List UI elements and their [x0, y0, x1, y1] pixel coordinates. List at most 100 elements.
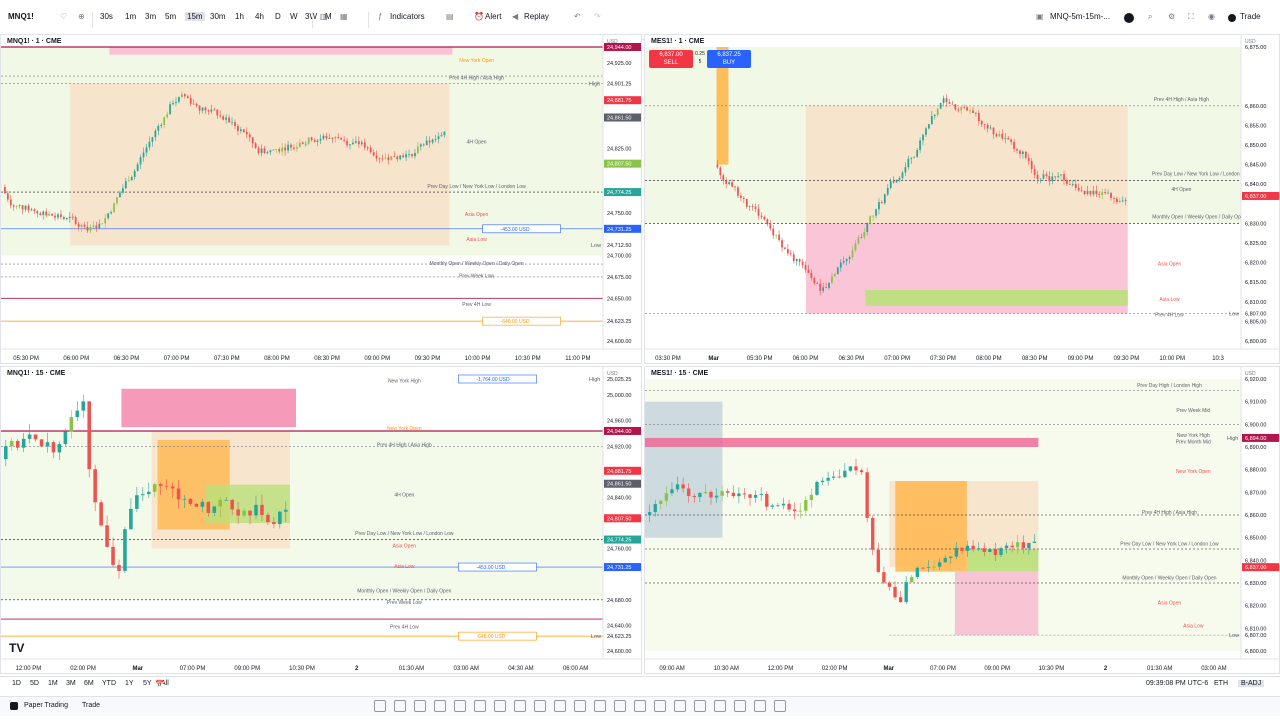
range-3m[interactable]: 3M	[66, 680, 76, 687]
chart-canvas[interactable]: Prev Day High / London High Prev Week Mid…	[645, 367, 1280, 674]
pane-symbol-title[interactable]: MNQ1! · 1 · CME	[7, 38, 62, 45]
sell-button[interactable]: 6,837.00 SELL	[649, 50, 693, 68]
interval-3m[interactable]: 3m	[145, 12, 157, 21]
alert-icon[interactable]: ⏰	[474, 12, 484, 21]
text-icon[interactable]	[454, 700, 466, 712]
user-avatar[interactable]	[1124, 13, 1134, 23]
interval-1h[interactable]: 1h	[235, 12, 244, 21]
adjust-toggle[interactable]: B-ADJ	[1238, 680, 1265, 687]
interval-1m[interactable]: 1m	[125, 12, 137, 21]
goto-date-icon[interactable]: 📅	[155, 681, 164, 688]
measure-icon[interactable]	[514, 700, 526, 712]
chart-pane-mnq-1m[interactable]: New York Open Prev 4H High / Asia High 4H …	[0, 34, 642, 364]
range-ytd[interactable]: YTD	[102, 680, 116, 687]
range-5d[interactable]: 5D	[30, 680, 39, 687]
short-position-icon[interactable]	[714, 700, 726, 712]
candle-body	[975, 112, 977, 114]
undo-icon[interactable]: ↶	[574, 12, 581, 21]
ruler-icon[interactable]	[634, 700, 646, 712]
range-1y[interactable]: 1Y	[125, 680, 134, 687]
range-6m[interactable]: 6M	[84, 680, 94, 687]
interval-5m[interactable]: 5m	[165, 12, 177, 21]
range-all[interactable]: All	[161, 680, 169, 687]
candle-body	[1010, 545, 1014, 548]
indicators-icon[interactable]: ƒ	[378, 12, 383, 21]
pane-symbol-title[interactable]: MES1! · 1 · CME	[651, 38, 705, 45]
eye-icon[interactable]	[594, 700, 606, 712]
add-symbol-icon[interactable]: ⊕	[78, 12, 85, 21]
chart-pane-mes-15m[interactable]: Prev Day High / London High Prev Week Mid…	[644, 366, 1280, 674]
range-1m[interactable]: 1M	[48, 680, 58, 687]
range-1d[interactable]: 1D	[12, 680, 21, 687]
candle-body	[212, 506, 217, 513]
replay-icon[interactable]: ◀	[512, 12, 519, 21]
pattern-icon[interactable]	[474, 700, 486, 712]
candle-body	[210, 109, 213, 112]
chart-pane-mnq-15m[interactable]: New York High New York Open Prev 4H High /…	[0, 366, 642, 674]
fib-icon[interactable]	[414, 700, 426, 712]
candle-body	[198, 105, 201, 111]
trash-icon[interactable]	[614, 700, 626, 712]
interval-15m[interactable]: 15m	[185, 12, 205, 21]
buy-button[interactable]: 6,837.25 BUY	[707, 50, 751, 68]
interval-4h[interactable]: 4h	[255, 12, 264, 21]
path-icon[interactable]	[654, 700, 666, 712]
candles-icon[interactable]: ▥	[320, 12, 328, 21]
trade-button[interactable]: Trade	[1240, 12, 1261, 21]
long-position-icon[interactable]	[694, 700, 706, 712]
candle-body	[425, 140, 428, 146]
candle-body	[422, 144, 425, 146]
brush-icon[interactable]	[434, 700, 446, 712]
pane-symbol-title[interactable]: MNQ1! · 15 · CME	[7, 370, 66, 377]
trend-line-icon[interactable]	[394, 700, 406, 712]
interval-30m[interactable]: 30m	[210, 12, 226, 21]
camera-icon[interactable]: ◉	[1208, 12, 1215, 21]
redo-icon[interactable]: ↷	[594, 12, 601, 21]
lock-icon[interactable]	[574, 700, 586, 712]
layout-name-button[interactable]: MNQ-5m-15m-...	[1050, 12, 1110, 21]
zoom-icon[interactable]	[534, 700, 546, 712]
chart-canvas[interactable]: New York High New York Open Prev 4H High /…	[1, 367, 642, 674]
chart-pane-mes-1m[interactable]: Prev 4H High / Asia High Prev Day Low / N…	[644, 34, 1280, 364]
chart-canvas[interactable]: New York Open Prev 4H High / Asia High 4H …	[1, 35, 642, 364]
chart-canvas[interactable]: Prev 4H High / Asia High Prev Day Low / N…	[645, 35, 1280, 364]
magnet-icon[interactable]	[554, 700, 566, 712]
interval-3W[interactable]: 3W	[305, 12, 317, 21]
bar-style-icon[interactable]: ▦	[340, 12, 348, 21]
time-tick-label: 01:30 AM	[1147, 666, 1172, 672]
crosshair-icon[interactable]	[374, 700, 386, 712]
candle-body	[4, 446, 8, 460]
time-tick-label: 2	[1104, 666, 1108, 672]
candle-body	[65, 218, 68, 220]
fullscreen-icon[interactable]: ⛶	[1188, 12, 1194, 21]
paper-trading-tab[interactable]: Paper Trading	[24, 702, 68, 709]
session-toggle[interactable]: ETH	[1214, 680, 1228, 687]
clock-readout[interactable]: 09:39:08 PM UTC-6	[1146, 680, 1209, 687]
pane-symbol-title[interactable]: MES1! · 15 · CME	[651, 370, 709, 377]
range-5y[interactable]: 5Y	[143, 680, 152, 687]
interval-W[interactable]: W	[290, 12, 298, 21]
search-icon[interactable]: ⌕	[1148, 12, 1153, 21]
compare-icon[interactable]: ♡	[60, 12, 68, 21]
trade-icon[interactable]	[1228, 14, 1236, 22]
templates-icon[interactable]: ▤	[446, 12, 454, 21]
emoji-icon[interactable]	[774, 700, 786, 712]
note-icon[interactable]	[754, 700, 766, 712]
indicators-button[interactable]: Indicators	[390, 12, 425, 21]
candle-body	[860, 237, 863, 239]
alert-button[interactable]: Alert	[485, 12, 502, 21]
prediction-icon[interactable]	[494, 700, 506, 712]
settings-icon[interactable]: ⚙	[1168, 12, 1176, 21]
layout-icon[interactable]: ▣	[1036, 12, 1044, 21]
price-tick-label: 6,807.00	[1245, 633, 1266, 639]
ray-icon[interactable]	[734, 700, 746, 712]
interval-M[interactable]: M	[325, 12, 332, 21]
replay-button[interactable]: Replay	[524, 12, 549, 21]
price-axis-bg	[1241, 367, 1279, 659]
symbol-search-button[interactable]: MNQ1!	[8, 12, 34, 21]
candle-body	[836, 267, 839, 275]
trade-tab[interactable]: Trade	[82, 702, 101, 709]
interval-30s[interactable]: 30s	[100, 12, 113, 21]
interval-D[interactable]: D	[275, 12, 281, 21]
arrow-icon[interactable]	[674, 700, 686, 712]
